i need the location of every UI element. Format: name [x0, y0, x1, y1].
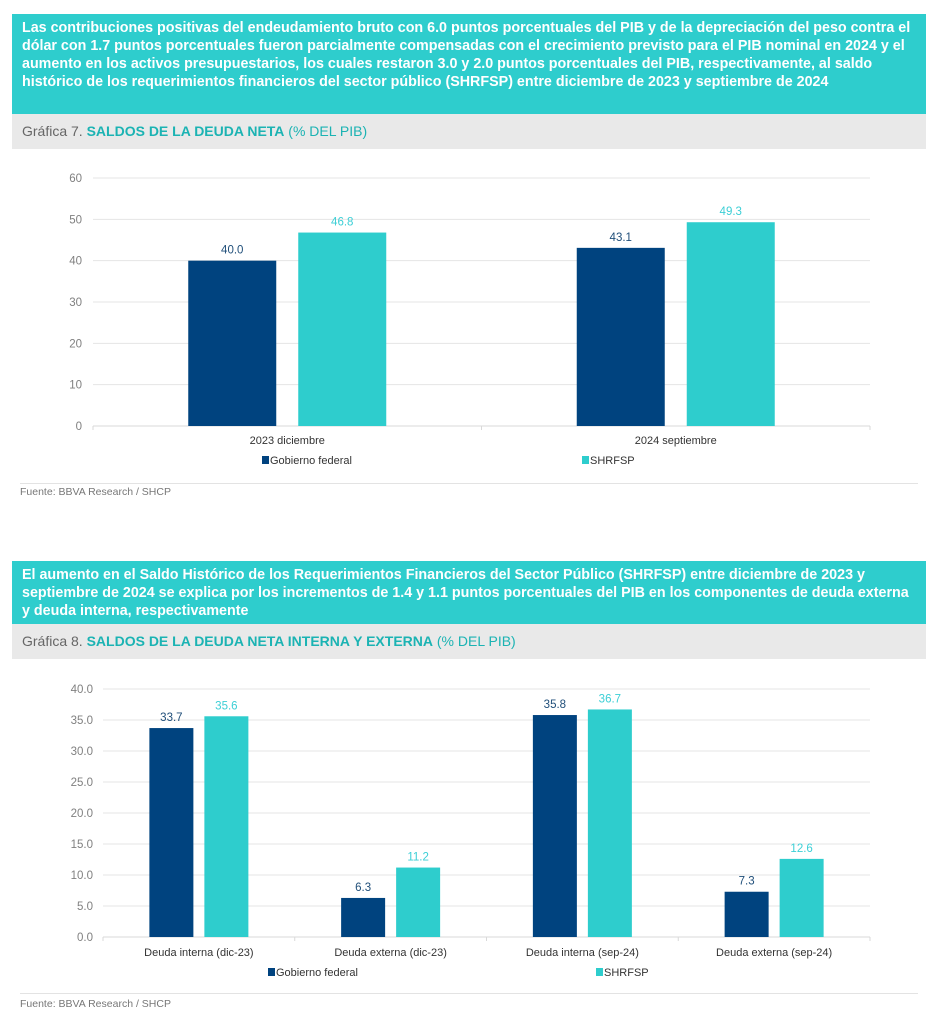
chart7-bar-chart: 0 10 20 30 40 50 60 2023 diciembre 40.0 46.8 2024 …	[69, 173, 871, 467]
chart7-caption: Gráfica 7. SALDOS DE LA DEUDA NETA (% DE…	[12, 114, 926, 149]
y-tick-label: 60	[69, 173, 82, 185]
legend-label: Gobierno federal	[270, 455, 352, 467]
data-label: 35.8	[544, 699, 566, 711]
bar-shrfsp	[779, 858, 824, 937]
section2-headline: El aumento en el Saldo Histórico de los …	[12, 561, 926, 624]
x-category-label: Deuda interna (sep-24)	[526, 947, 639, 959]
chart8-divider	[20, 993, 918, 994]
y-tick-label: 10.0	[71, 870, 93, 882]
legend-label: Gobierno federal	[276, 967, 358, 979]
legend-swatch-shrfsp	[582, 456, 589, 464]
bar-shrfsp	[587, 709, 632, 937]
data-label: 12.6	[790, 843, 812, 855]
section1-headline: Las contribuciones positivas del endeuda…	[12, 14, 926, 114]
chart8-caption-number: Gráfica 8.	[22, 633, 87, 649]
y-tick-label: 20	[69, 338, 82, 350]
chart8-caption-title: SALDOS DE LA DEUDA NETA INTERNA Y EXTERN…	[86, 633, 433, 649]
x-category-label: 2023 diciembre	[250, 435, 325, 447]
y-tick-label: 0.0	[77, 932, 93, 944]
y-tick-label: 50	[69, 214, 82, 226]
chart7-caption-title: SALDOS DE LA DEUDA NETA	[86, 123, 285, 139]
y-tick-label: 10	[69, 380, 82, 392]
data-label: 36.7	[599, 693, 621, 705]
data-label: 35.6	[215, 700, 237, 712]
x-category-label: Deuda interna (dic-23)	[144, 947, 253, 959]
y-tick-label: 30.0	[71, 746, 93, 758]
legend-swatch-gobierno-federal	[262, 456, 269, 464]
y-tick-label: 40.0	[71, 684, 93, 696]
bar-shrfsp	[298, 232, 387, 426]
data-label: 6.3	[355, 882, 371, 894]
data-label: 7.3	[739, 876, 755, 888]
bar-shrfsp	[396, 867, 441, 937]
legend-label: SHRFSP	[590, 455, 635, 467]
legend-label: SHRFSP	[604, 967, 649, 979]
y-tick-label: 5.0	[77, 901, 93, 913]
data-label: 40.0	[221, 245, 243, 257]
chart7-caption-number: Gráfica 7.	[22, 123, 87, 139]
x-category-label: Deuda externa (sep-24)	[716, 947, 832, 959]
bar-gobierno-federal	[149, 728, 194, 937]
legend-swatch-gobierno-federal	[268, 968, 275, 976]
chart7-caption-unit: (% DEL PIB)	[284, 123, 368, 139]
data-label: 43.1	[610, 232, 632, 244]
y-tick-label: 35.0	[71, 715, 93, 727]
x-category-label: 2024 septiembre	[635, 435, 717, 447]
data-label: 46.8	[331, 217, 353, 229]
chart8-source: Fuente: BBVA Research / SHCP	[20, 998, 171, 1010]
y-tick-label: 15.0	[71, 839, 93, 851]
chart8-caption: Gráfica 8. SALDOS DE LA DEUDA NETA INTER…	[12, 624, 926, 659]
data-label: 33.7	[160, 712, 182, 724]
chart8-bar-chart: 0.0 5.0 10.0 15.0 20.0 25.0 30.0 35.0 40.0 Deuda …	[71, 684, 871, 979]
bar-gobierno-federal	[724, 891, 769, 937]
chart7-source: Fuente: BBVA Research / SHCP	[20, 486, 171, 498]
x-category-label: Deuda externa (dic-23)	[334, 947, 447, 959]
chart8-caption-unit: (% DEL PIB)	[433, 633, 516, 649]
data-label: 49.3	[720, 206, 742, 218]
data-label: 11.2	[407, 852, 429, 864]
chart7-divider	[20, 483, 918, 484]
y-tick-label: 0	[76, 421, 82, 433]
legend-swatch-shrfsp	[596, 968, 603, 976]
bar-gobierno-federal	[532, 715, 577, 937]
bar-shrfsp	[204, 716, 249, 937]
y-tick-label: 25.0	[71, 777, 93, 789]
bar-gobierno-federal	[341, 897, 386, 937]
y-tick-label: 20.0	[71, 808, 93, 820]
bar-gobierno-federal	[188, 260, 277, 426]
y-tick-label: 40	[69, 256, 82, 268]
bar-shrfsp	[686, 222, 775, 426]
y-tick-label: 30	[69, 297, 82, 309]
bar-gobierno-federal	[576, 247, 665, 426]
